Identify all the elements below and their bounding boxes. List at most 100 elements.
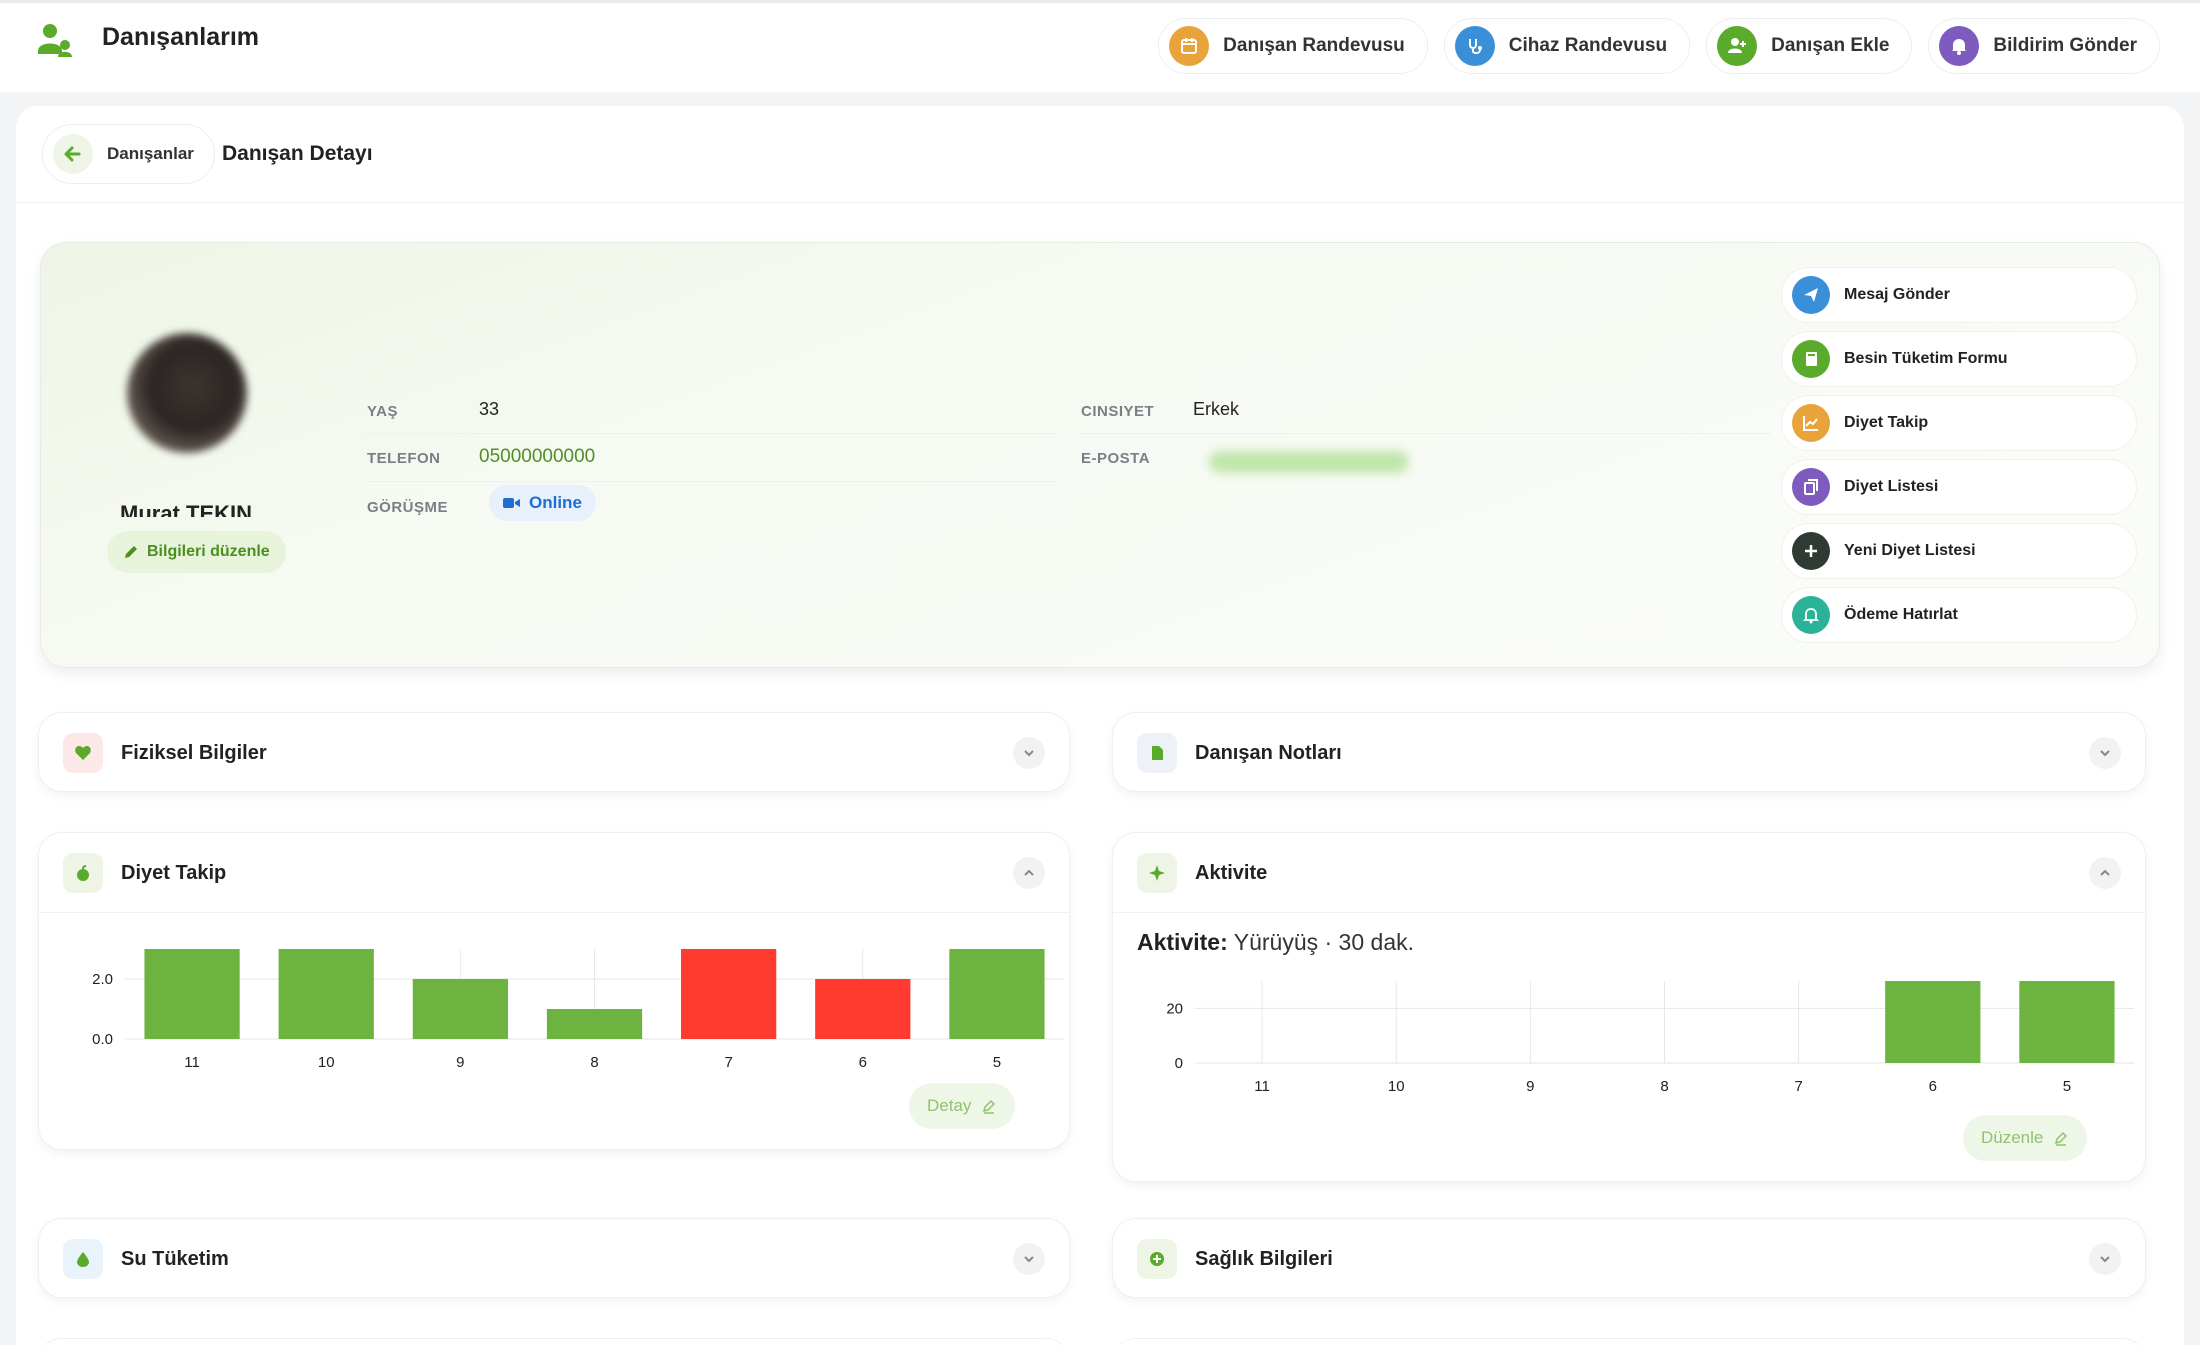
food-form-button[interactable]: Besin Tüketim Formu [1781,331,2137,387]
x-tick-label: 8 [590,1054,598,1071]
gender-label: CINSIYET [1081,403,1155,420]
bell-icon [1939,26,1980,66]
top-bar: Danışanlarım Danışan Randevusu Cihaz Ran… [0,0,2200,92]
diet-tracking-button[interactable]: Diyet Takip [1781,395,2137,451]
water-consumption-panel[interactable]: Su Tüketim [38,1218,1070,1298]
client-notes-title: Danışan Notları [1195,741,1342,764]
user-plus-icon [1717,26,1758,66]
chart-bar [949,949,1045,1039]
x-tick-label: 5 [2063,1078,2071,1095]
medical-cross-icon [1137,1239,1177,1279]
profile-actions: Mesaj Gönder Besin Tüketim Formu Diyet T… [1781,267,2137,651]
food-form-label: Besin Tüketim Formu [1844,350,2008,367]
chart-icon [1792,404,1830,442]
send-message-label: Mesaj Gönder [1844,286,1950,303]
collapsed-panel [38,1338,1070,1345]
stethoscope-icon [1454,26,1495,66]
app-title: Danışanlarım [102,23,260,51]
age-value: 33 [479,399,500,419]
diet-list-label: Diyet Listesi [1844,478,1939,495]
x-tick-label: 5 [993,1054,1001,1071]
header-actions: Danışan Randevusu Cihaz Randevusu Danışa… [1158,18,2160,74]
diet-chart: 2.0 0.0 11 10 9 8 7 6 5 [92,949,1064,1071]
diet-list-button[interactable]: Diyet Listesi [1781,459,2137,515]
x-tick-label: 6 [859,1054,867,1071]
x-tick-label: 11 [1254,1078,1270,1095]
send-message-button[interactable]: Mesaj Gönder [1781,267,2137,323]
new-diet-list-button[interactable]: Yeni Diyet Listesi [1781,523,2137,579]
pencil-icon [125,546,137,558]
users-icon [38,24,72,57]
client-appointment-label: Danışan Randevusu [1223,35,1405,56]
x-tick-label: 10 [1388,1078,1405,1095]
chevron-down-icon[interactable] [1013,1243,1045,1275]
patient-name: Murat TEKIN [120,501,252,517]
x-tick-label: 7 [1794,1078,1802,1095]
health-info-title: Sağlık Bilgileri [1195,1247,1333,1270]
heart-icon [63,733,103,773]
chevron-up-icon[interactable] [2089,857,2121,889]
add-client-button[interactable]: Danışan Ekle [1706,18,1913,74]
book-icon [1792,340,1830,378]
send-notification-label: Bildirim Gönder [1993,35,2137,56]
chart-bar [412,979,508,1039]
health-info-panel[interactable]: Sağlık Bilgileri [1112,1218,2146,1298]
edit-info-button[interactable]: Bilgileri düzenle [107,531,286,573]
x-tick-label: 9 [1526,1078,1534,1095]
device-appointment-button[interactable]: Cihaz Randevusu [1443,18,1691,74]
arrow-left-icon [53,134,93,174]
x-tick-label: 11 [184,1054,200,1071]
header-divider [16,202,2184,203]
meeting-value: Online [529,493,582,512]
client-appointment-button[interactable]: Danışan Randevusu [1158,18,1428,74]
y-tick-label: 2.0 [92,971,113,988]
edit-icon [983,1099,996,1114]
activity-summary-value: Yürüyüş · 30 dak. [1233,929,1414,955]
gender-value: Erkek [1193,399,1240,419]
diet-tracking-label: Diyet Takip [1844,414,1929,431]
activity-summary: Aktivite: Yürüyüş · 30 dak. [1137,929,1414,956]
add-client-label: Danışan Ekle [1771,35,1890,56]
chart-bar [278,949,374,1039]
chart-bar [546,1009,643,1039]
chart-bar [2019,981,2115,1063]
document-icon [1137,733,1177,773]
back-to-clients-button[interactable]: Danışanlar [42,124,215,184]
physical-info-panel[interactable]: Fiziksel Bilgiler [38,712,1070,792]
chart-bar [815,979,911,1039]
activity-title: Aktivite [1195,861,1268,884]
row-divider [1081,433,1771,434]
activity-chart: 20 0 11 10 9 8 7 6 5 [1166,981,2134,1095]
phone-value[interactable]: 05000000000 [479,446,596,467]
chevron-down-icon[interactable] [2089,1243,2121,1275]
row-divider [367,433,1057,434]
chevron-up-icon[interactable] [1013,857,1045,889]
edit-activity-label: Düzenle [1981,1128,2044,1147]
chevron-down-icon[interactable] [1013,737,1045,769]
diet-tracking-title: Diyet Takip [121,861,227,884]
calendar-icon [1169,26,1210,66]
water-drop-icon [63,1239,103,1279]
panel-divider [39,912,1069,913]
collapsed-panel [1112,1338,2146,1345]
activity-summary-label: Aktivite: [1137,929,1228,955]
edit-activity-button[interactable]: Düzenle [1963,1115,2088,1161]
avatar [127,333,247,453]
water-consumption-title: Su Tüketim [121,1247,229,1270]
payment-reminder-button[interactable]: Ödeme Hatırlat [1781,587,2137,643]
email-label: E-POSTA [1081,450,1151,467]
chevron-down-icon[interactable] [2089,737,2121,769]
new-diet-list-label: Yeni Diyet Listesi [1844,542,1976,559]
send-notification-button[interactable]: Bildirim Gönder [1928,18,2160,74]
y-tick-label: 0.0 [92,1031,113,1048]
x-tick-label: 10 [318,1054,335,1071]
detail-button[interactable]: Detay [909,1083,1016,1129]
physical-info-title: Fiziksel Bilgiler [121,741,267,764]
x-tick-label: 6 [1929,1078,1937,1095]
plus-icon [1792,532,1830,570]
activity-icon [1137,853,1177,893]
video-icon [503,498,520,508]
client-notes-panel[interactable]: Danışan Notları [1112,712,2146,792]
send-icon [1792,276,1830,314]
chart-bar [1885,981,1981,1063]
